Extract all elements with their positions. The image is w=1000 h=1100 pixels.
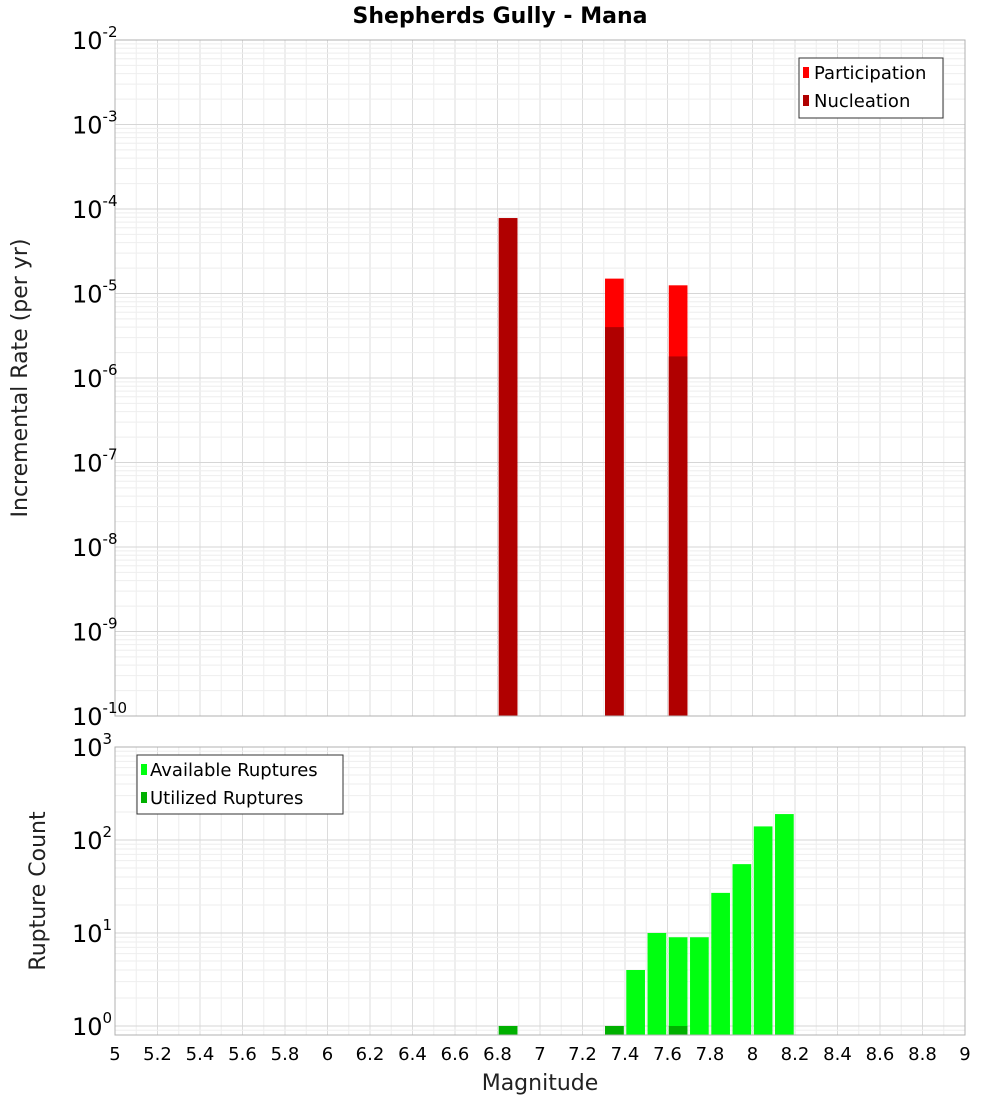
legend-swatch-participation [803,67,809,78]
y-tick-label: 10-10 [72,699,127,731]
rate-legend-box [798,57,944,119]
y-tick-label: 10-5 [72,277,118,309]
count-legend-box [136,754,344,815]
legend-label-available: Available Ruptures [150,760,318,781]
rate-panel-frame [114,39,966,717]
bar-available-ruptures-2 [626,969,645,1035]
y-tick-label: 101 [72,916,112,948]
x-tick-label: 5.8 [271,1044,300,1065]
rate-panel-y-ticks: 10-2 10-3 10-4 10-5 10-6 10-7 10-8 10-9 10-10 [72,23,127,731]
x-tick-label: 5.2 [143,1044,172,1065]
x-axis-label: Magnitude [482,1071,599,1096]
bar-available-ruptures-8 [753,826,773,1035]
bar-available-ruptures-7 [732,864,752,1035]
y-tick-label: 10-6 [72,361,118,393]
chart-title: Shepherds Gully - Mana [353,4,648,29]
bar-available-ruptures-6 [711,892,730,1035]
x-tick-label: 7.2 [568,1044,597,1065]
x-tick-label: 6.4 [398,1044,427,1065]
x-tick-label: 5.6 [228,1044,257,1065]
rate-y-axis-label: Incremental Rate (per yr) [8,239,33,518]
x-tick-label: 8.4 [823,1044,852,1065]
bar-utilized-ruptures-1 [605,1025,624,1035]
x-tick-label: 6 [322,1044,333,1065]
legend-label-utilized: Utilized Ruptures [150,788,303,809]
legend-label-participation: Participation [814,63,926,84]
y-tick-label: 10-8 [72,530,118,562]
bar-nucleation-0 [498,218,518,716]
x-tick-label: 8.2 [781,1044,810,1065]
rate-panel-grid [114,39,966,717]
legend-label-nucleation: Nucleation [814,91,910,112]
x-tick-label: 7.4 [611,1044,640,1065]
count-panel-y-ticks: 103 102 101 100 [72,730,112,1041]
y-tick-label: 100 [72,1009,112,1041]
bar-available-ruptures-4 [668,937,688,1035]
y-tick-label: 103 [72,730,112,762]
count-y-axis-label: Rupture Count [26,811,51,971]
x-tick-label: 7.6 [653,1044,682,1065]
x-tick-label: 5.4 [186,1044,215,1065]
x-tick-label: 8.8 [908,1044,937,1065]
bar-available-ruptures-9 [775,814,794,1035]
legend-swatch-nucleation [803,95,809,106]
y-tick-label: 102 [72,823,112,855]
bar-utilized-ruptures-2 [668,1025,688,1035]
count-legend: Available Ruptures Utilized Ruptures [136,754,344,815]
x-tick-label: 7.8 [696,1044,725,1065]
bar-nucleation-1 [605,327,624,716]
x-axis-ticks: 5 5.2 5.4 5.6 5.8 6 6.2 6.4 6.6 6.8 7 7.2 7.4 7.6 7.8 8… [109,1044,970,1065]
count-panel-grid [114,746,966,1036]
x-tick-label: 6.2 [356,1044,385,1065]
y-tick-label: 10-2 [72,23,118,55]
bar-nucleation-2 [668,356,688,716]
x-tick-label: 6.6 [441,1044,470,1065]
y-tick-label: 10-3 [72,108,118,140]
bar-available-ruptures-5 [690,937,709,1035]
rate-legend: Participation Nucleation [798,57,944,119]
x-tick-label: 7 [534,1044,545,1065]
y-tick-label: 10-7 [72,446,118,478]
x-tick-label: 5 [109,1044,120,1065]
count-panel-bars [498,814,794,1035]
x-tick-label: 6.8 [483,1044,512,1065]
x-tick-label: 8.6 [866,1044,895,1065]
y-tick-label: 10-9 [72,615,118,647]
x-tick-label: 8 [747,1044,758,1065]
count-panel-frame [114,746,966,1036]
x-tick-label: 9 [959,1044,970,1065]
bar-available-ruptures-3 [647,932,667,1035]
legend-swatch-utilized [141,792,147,803]
rate-panel-bars [498,218,688,716]
legend-swatch-available [141,764,147,775]
bar-utilized-ruptures-0 [498,1025,518,1035]
y-tick-label: 10-4 [72,192,118,224]
